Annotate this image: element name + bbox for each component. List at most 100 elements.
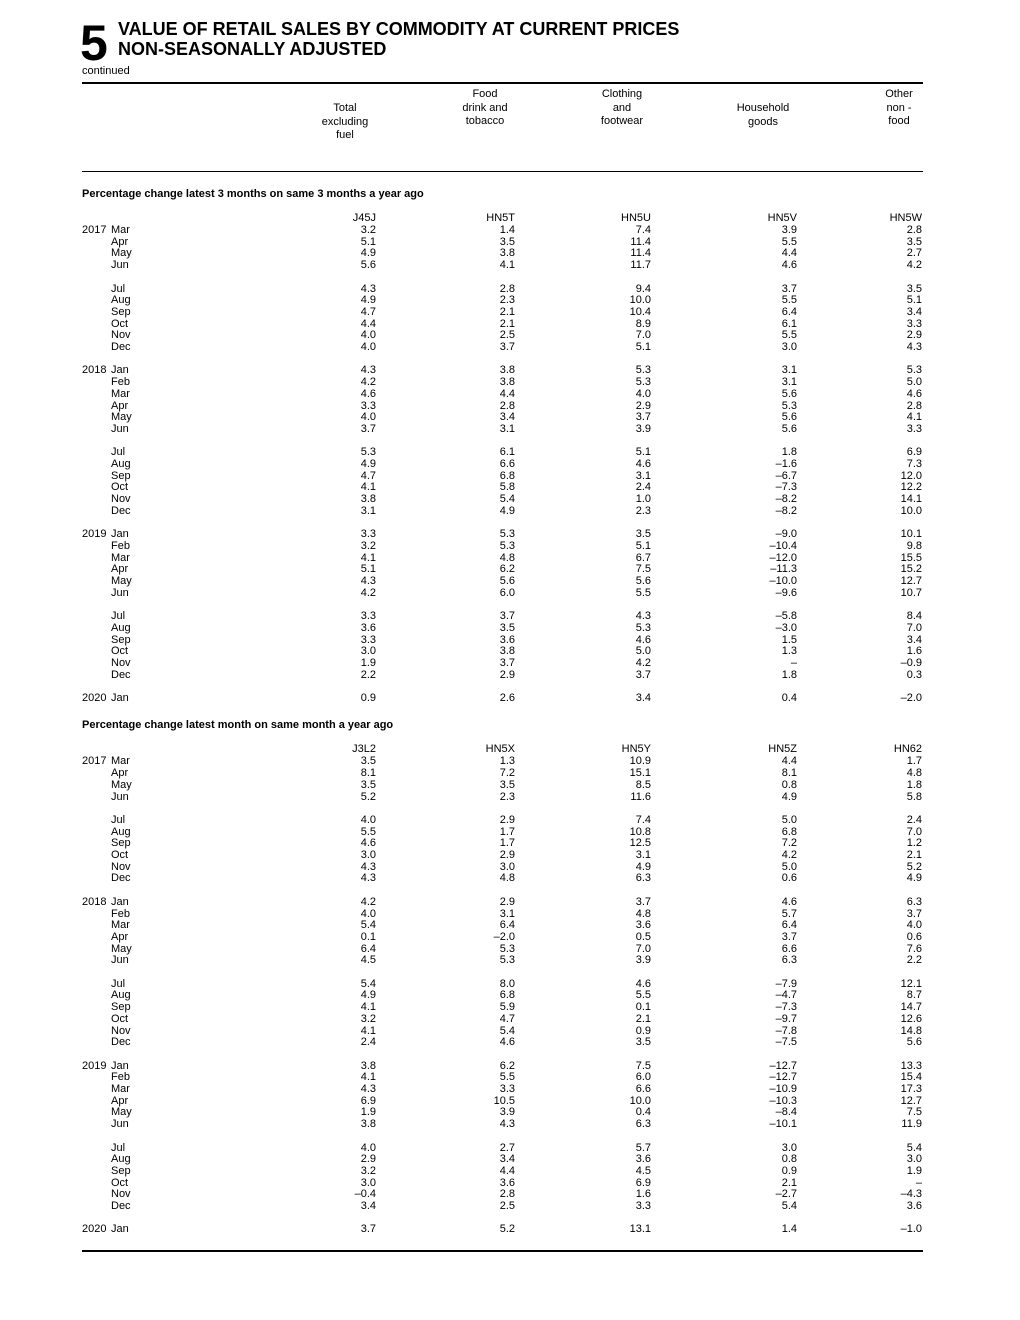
cell: 11.9: [901, 1118, 922, 1131]
cell: 3.6: [360, 621, 376, 634]
month: May: [111, 575, 132, 587]
cell: 7.6: [906, 942, 922, 955]
cell: 2.9: [499, 895, 515, 908]
cell: 4.0: [360, 1141, 376, 1154]
title-line: NON-SEASONALLY ADJUSTED: [118, 39, 387, 59]
cell: 6.9: [906, 446, 922, 459]
cell: 3.5: [635, 1036, 651, 1049]
cell: 3.7: [781, 930, 797, 943]
cell: 5.3: [635, 376, 651, 389]
section-title: Percentage change latest 3 months on sam…: [82, 188, 424, 200]
cell: 6.6: [635, 1083, 651, 1095]
cell: 3.2: [360, 224, 376, 236]
cell: 4.1: [906, 411, 922, 424]
cell: 3.9: [635, 422, 651, 435]
month: Dec: [111, 1200, 131, 1212]
month: Dec: [111, 504, 131, 517]
month: Jul: [111, 446, 126, 459]
cell: 4.9: [499, 504, 515, 517]
cell: 7.0: [906, 825, 922, 838]
cell: 4.2: [360, 376, 376, 389]
cell: 4.9: [360, 458, 376, 470]
cell: 5.8: [499, 481, 515, 494]
cell: 8.7: [906, 989, 922, 1002]
column-header: Food: [472, 88, 498, 100]
month: Mar: [111, 919, 130, 932]
cell: 3.7: [635, 895, 651, 908]
cell: 13.1: [629, 1223, 651, 1236]
cell: 3.7: [499, 656, 515, 669]
cell: –10.1: [769, 1118, 797, 1131]
month: Nov: [111, 493, 131, 506]
month: Feb: [111, 1071, 130, 1084]
cell: –6.7: [775, 469, 797, 482]
cell: 5.5: [635, 989, 651, 1002]
cell: 9.4: [635, 282, 651, 295]
cell: 5.4: [360, 977, 376, 990]
year: 2018: [82, 895, 107, 908]
cell: 0.3: [906, 668, 922, 681]
cell: 2.1: [499, 305, 515, 318]
month: Oct: [111, 849, 129, 861]
cell: –12.0: [769, 551, 797, 564]
cell: –4.3: [900, 1188, 922, 1201]
cell: 4.1: [360, 551, 376, 564]
cell: 3.3: [360, 528, 376, 541]
series-code: HN5W: [889, 212, 922, 224]
cell: 1.6: [906, 645, 922, 658]
column-header: Other: [885, 88, 913, 100]
cell: 1.3: [781, 645, 797, 658]
cell: 17.3: [900, 1083, 922, 1095]
year: 2020: [82, 1223, 107, 1236]
cell: 5.6: [906, 1036, 922, 1049]
cell: 1.9: [360, 1106, 376, 1119]
cell: 5.0: [781, 860, 797, 873]
month: Jul: [111, 813, 126, 826]
cell: 3.3: [906, 317, 922, 330]
cell: 3.5: [360, 778, 376, 791]
cell: 5.4: [499, 493, 515, 506]
cell: 4.9: [360, 247, 376, 260]
month: Sep: [111, 469, 131, 482]
cell: 12.7: [900, 1094, 922, 1107]
cell: 4.6: [360, 837, 376, 850]
series-code: J45J: [352, 212, 376, 224]
cell: 3.5: [499, 235, 515, 248]
month: Dec: [111, 1036, 131, 1049]
year: 2019: [82, 1059, 107, 1072]
cell: 4.6: [781, 895, 797, 908]
cell: 3.4: [906, 305, 922, 318]
cell: 2.4: [360, 1036, 376, 1049]
cell: –0.9: [900, 656, 922, 669]
cell: 10.0: [900, 504, 922, 517]
cell: 14.1: [900, 493, 922, 506]
cell: 10.4: [629, 305, 651, 318]
cell: 5.5: [360, 825, 376, 838]
cell: –7.3: [775, 1001, 797, 1014]
cell: 4.3: [360, 860, 376, 873]
month: Sep: [111, 633, 131, 646]
column-header: Household: [736, 102, 790, 114]
month: Aug: [111, 1153, 131, 1166]
cell: 5.1: [360, 563, 376, 576]
cell: 5.3: [499, 942, 515, 955]
cell: 12.6: [900, 1012, 922, 1025]
title-line: VALUE OF RETAIL SALES BY COMMODITY AT CU…: [118, 19, 680, 39]
cell: 5.2: [499, 1223, 515, 1236]
cell: 4.1: [499, 259, 515, 272]
cell: 11.6: [630, 790, 651, 803]
cell: –12.7: [769, 1059, 797, 1072]
cell: 6.9: [360, 1094, 376, 1107]
cell: 5.1: [635, 446, 651, 459]
cell: 3.8: [360, 1118, 376, 1131]
cell: –2.0: [900, 692, 922, 704]
cell: 3.6: [906, 1200, 922, 1212]
cell: 1.3: [499, 755, 515, 768]
cell: 4.4: [781, 755, 797, 768]
cell: 3.6: [499, 1176, 515, 1189]
month: May: [111, 778, 132, 791]
cell: 6.4: [781, 919, 797, 932]
cell: 0.8: [781, 1153, 797, 1166]
cell: 3.3: [635, 1200, 651, 1212]
